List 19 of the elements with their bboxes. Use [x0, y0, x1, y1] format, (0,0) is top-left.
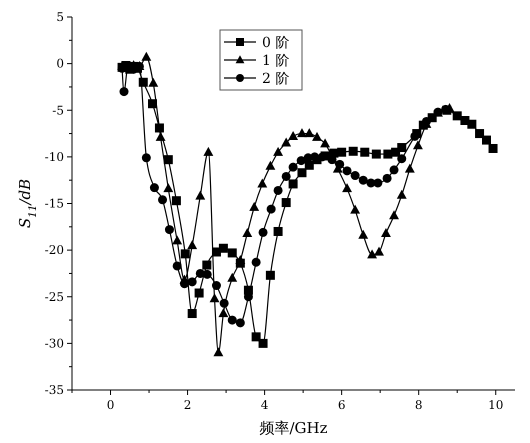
- x-tick-label: 10: [488, 398, 504, 412]
- legend-label: 0 阶: [262, 35, 290, 51]
- y-tick-label: 0: [56, 56, 64, 71]
- y-tick-label: -20: [44, 243, 64, 258]
- legend-label: 2 阶: [262, 71, 290, 87]
- y-tick-label: -25: [44, 290, 64, 304]
- y-tick-label: -30: [44, 336, 64, 350]
- x-axis-title: 频率/GHz: [259, 419, 328, 437]
- x-tick-label: 2: [184, 398, 192, 412]
- x-tick-label: 8: [414, 398, 423, 412]
- x-tick-label: 6: [338, 398, 346, 412]
- x-tick-label: 0: [106, 398, 114, 412]
- y-tick-label: 5: [56, 10, 64, 24]
- y-tick-label: -15: [44, 196, 64, 210]
- y-tick-label: -5: [52, 103, 64, 118]
- y-tick-label: -35: [44, 383, 64, 397]
- legend-label: 1 阶: [262, 53, 290, 69]
- x-tick-label: 4: [260, 398, 269, 412]
- y-tick-label: -10: [44, 150, 64, 164]
